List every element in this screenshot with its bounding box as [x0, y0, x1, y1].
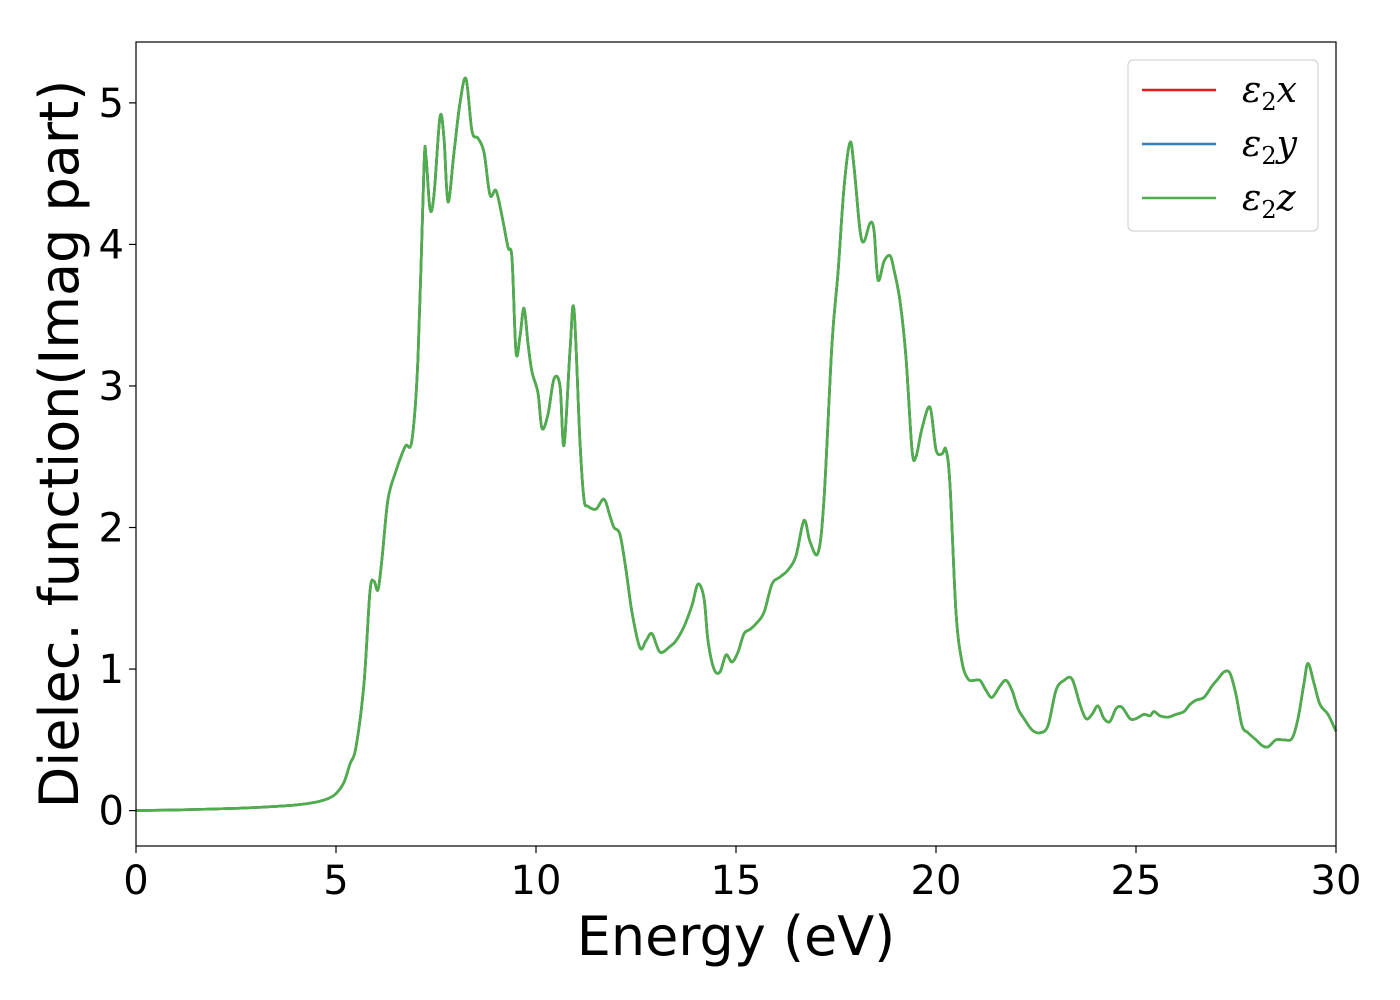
- x-tick-label: 25: [1111, 858, 1162, 904]
- x-axis-label: Energy (eV): [577, 905, 896, 968]
- y-tick-label: 2: [99, 506, 124, 552]
- x-tick-label: 30: [1311, 858, 1362, 904]
- y-tick-label: 1: [99, 647, 124, 693]
- legend-label-x: ε2x: [1242, 70, 1297, 116]
- x-tick-label: 0: [123, 858, 148, 904]
- legend-box: [1127, 59, 1319, 232]
- y-tick-label: 3: [99, 364, 124, 410]
- x-tick-label: 15: [711, 858, 762, 904]
- x-tick-label: 5: [323, 858, 348, 904]
- y-tick-label: 4: [99, 222, 124, 268]
- y-axis-label: Dielec. function(Imag part): [28, 80, 91, 809]
- y-tick-label: 5: [99, 81, 124, 127]
- legend-label-y: ε2y: [1242, 124, 1298, 170]
- x-tick-label: 10: [511, 858, 562, 904]
- x-tick-label: 20: [911, 858, 962, 904]
- series-line-z: [135, 76, 1338, 812]
- legend: ε2x ε2y ε2z: [1127, 59, 1319, 232]
- legend-label-z: ε2z: [1242, 178, 1297, 224]
- y-axis-ticks: 0 1 2 3 4 5: [99, 81, 136, 835]
- y-tick-label: 0: [99, 789, 124, 835]
- plot-lines: [135, 76, 1338, 812]
- x-axis-ticks: 0 5 10 15 20 25 30: [123, 846, 1361, 904]
